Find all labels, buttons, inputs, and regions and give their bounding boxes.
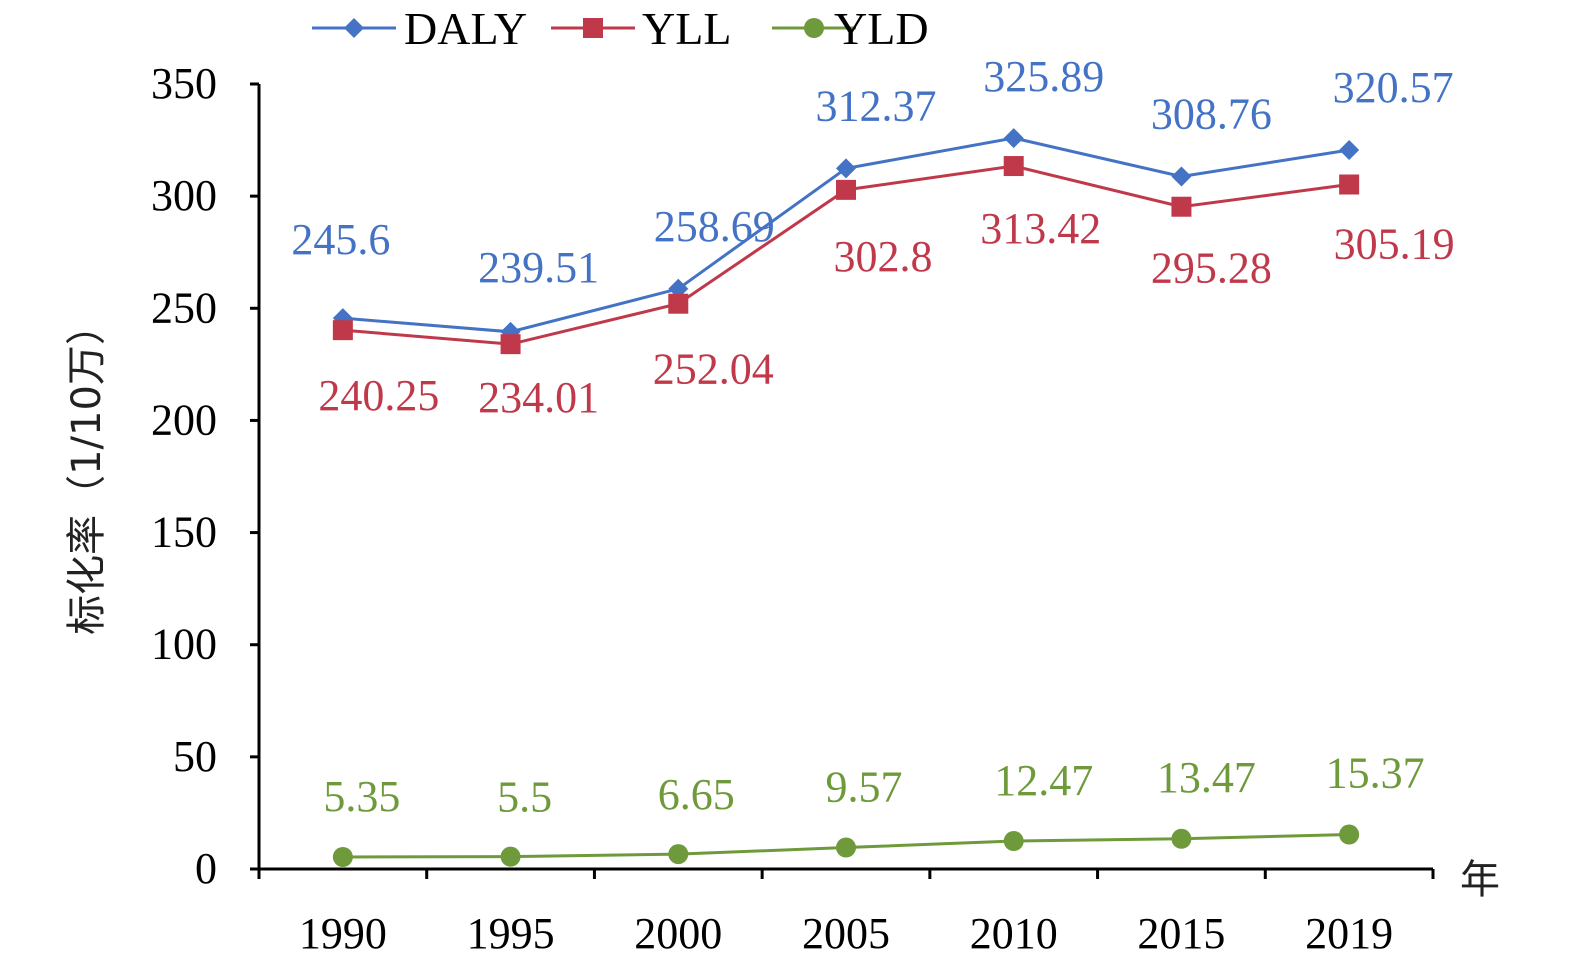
yld-point: [1339, 824, 1360, 845]
yll-point: [1171, 196, 1192, 217]
legend-yld-marker: [804, 18, 824, 38]
y-tick-label: 350: [151, 59, 217, 108]
yld-data-label: 5.5: [497, 773, 552, 822]
yll-data-label: 240.25: [318, 371, 439, 420]
series-group: [332, 128, 1360, 868]
yll-data-label: 252.04: [653, 345, 774, 394]
yld-data-label: 13.47: [1157, 753, 1256, 802]
daly-data-label: 308.76: [1151, 89, 1272, 138]
legend-yld-label: YLD: [834, 3, 929, 54]
yll-point: [836, 179, 856, 200]
yll-data-label: 295.28: [1151, 244, 1272, 293]
yld-point: [836, 837, 856, 858]
x-tick-label: 1990: [299, 909, 387, 958]
x-tick-label: 2005: [802, 909, 890, 958]
y-tick-label: 150: [151, 508, 217, 557]
daly-point: [1339, 140, 1360, 161]
daly-data-label: 325.89: [983, 52, 1104, 101]
yll-point: [1003, 156, 1024, 177]
yll-point: [1339, 174, 1360, 195]
legend-daly-marker: [344, 18, 364, 38]
legend-yll-label: YLL: [642, 3, 731, 54]
x-tick-label: 2000: [634, 909, 722, 958]
x-tick-label: 1995: [467, 909, 555, 958]
yll-data-label: 313.42: [980, 204, 1101, 253]
daly-data-label: 320.57: [1333, 63, 1454, 112]
yld-point: [500, 846, 521, 867]
y-tick-label: 200: [151, 395, 217, 444]
legend-daly-label: DALY: [404, 3, 527, 54]
yll-data-label: 234.01: [478, 373, 599, 422]
y-tick-label: 100: [151, 620, 217, 669]
yld-data-label: 12.47: [994, 756, 1093, 805]
yll-data-label: 305.19: [1334, 220, 1455, 269]
daly-data-label: 258.69: [654, 202, 775, 251]
y-tick-label: 50: [173, 732, 217, 781]
daly-data-label: 239.51: [478, 243, 599, 292]
x-axis-title: 年: [1460, 857, 1500, 903]
x-tick-label: 2010: [970, 909, 1058, 958]
yld-data-label: 15.37: [1326, 749, 1425, 798]
data-labels: 245.6 239.51 258.69 312.37 325.89 308.76 320.5…: [291, 52, 1454, 822]
y-tick-label: 0: [195, 844, 217, 893]
axes: 0 50 100 150 200 250 300 350 1990 1995 2000 2005 201…: [151, 59, 1435, 958]
yld-point: [1003, 831, 1024, 852]
yll-point: [500, 334, 521, 355]
yld-data-label: 5.35: [323, 772, 400, 821]
x-tick-label: 2015: [1137, 909, 1225, 958]
x-tick-label: 2019: [1305, 909, 1393, 958]
daly-point: [1003, 128, 1024, 149]
y-tick-label: 250: [151, 283, 217, 332]
yld-point: [1171, 828, 1192, 849]
daly-data-label: 312.37: [816, 81, 937, 130]
legend: DALY YLL YLD: [312, 3, 929, 54]
daly-point: [1171, 166, 1192, 187]
daly-point: [836, 158, 856, 179]
daly-data-label: 245.6: [291, 215, 390, 264]
yll-point: [332, 320, 353, 341]
legend-yll-marker: [583, 18, 603, 38]
yld-point: [332, 847, 353, 868]
y-axis-title: 标化率（1/10万）: [64, 305, 110, 635]
yll-data-label: 302.8: [834, 232, 933, 281]
yld-point: [668, 844, 689, 865]
yll-point: [668, 293, 689, 314]
yld-data-label: 9.57: [826, 763, 903, 812]
y-tick-label: 300: [151, 171, 217, 220]
yld-data-label: 6.65: [658, 770, 735, 819]
